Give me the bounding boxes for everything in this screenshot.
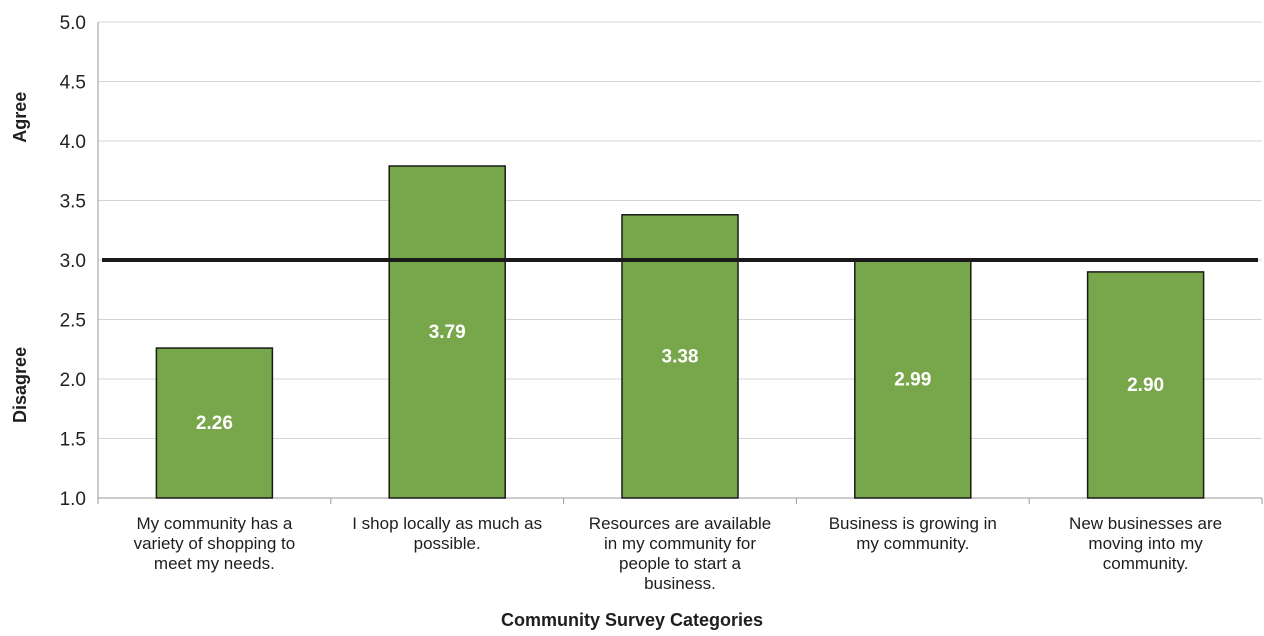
x-tick-label-line: moving into my <box>1088 534 1203 553</box>
bar <box>854 260 972 499</box>
x-tick-label-line: in my community for <box>603 534 757 553</box>
x-tick-label: I shop locally as much as possible. <box>333 514 561 554</box>
y-tick-label: 3.5 <box>60 192 86 213</box>
x-tick-label-line: community. <box>1102 554 1189 573</box>
y-tick-label: 1.0 <box>60 489 86 510</box>
x-axis-title: Community Survey Categories <box>500 610 764 630</box>
y-axis-title-disagree: Disagree <box>10 347 30 423</box>
data-label: 3.79 <box>429 322 466 343</box>
x-tick-label-line: Resources are available <box>588 514 772 533</box>
x-tick-label-line: My community has a <box>136 514 293 533</box>
y-tick-label: 2.0 <box>60 370 86 391</box>
x-tick-label: Business is growing in my community. <box>799 514 1027 554</box>
y-tick-label: 1.5 <box>60 430 86 451</box>
y-tick-label: 5.0 <box>60 13 86 34</box>
x-tick-label-line: I shop locally as much as <box>352 514 543 533</box>
data-label: 2.26 <box>196 413 233 434</box>
x-tick-label: My community has a variety of shopping to… <box>100 514 328 574</box>
bar <box>155 347 274 499</box>
bar <box>1086 271 1205 499</box>
y-axis-title-agree: Agree <box>10 92 30 143</box>
x-tick-label-line: variety of shopping to <box>133 534 296 553</box>
x-tick-label-line: Business is growing in <box>828 514 997 533</box>
x-tick-label-line: possible. <box>413 534 481 553</box>
data-label: 2.90 <box>1127 375 1164 396</box>
data-label: 2.99 <box>894 370 931 391</box>
x-tick-label-line: people to start a <box>619 554 741 573</box>
bar <box>388 165 506 499</box>
y-tick-label: 2.5 <box>60 311 86 332</box>
y-tick-label: 4.5 <box>60 73 86 94</box>
y-tick-label: 4.0 <box>60 132 86 153</box>
x-tick-label-line: New businesses are <box>1069 514 1223 533</box>
x-tick-label-line: my community. <box>856 534 970 553</box>
y-tick-label: 3.0 <box>60 251 86 272</box>
x-tick-label-line: business. <box>644 574 716 593</box>
x-tick-label-line: meet my needs. <box>153 554 275 573</box>
x-tick-label: Resources are available in my community f… <box>566 514 794 594</box>
data-label: 3.38 <box>662 346 699 367</box>
x-tick-label: New businesses are moving into my communit… <box>1032 514 1260 574</box>
